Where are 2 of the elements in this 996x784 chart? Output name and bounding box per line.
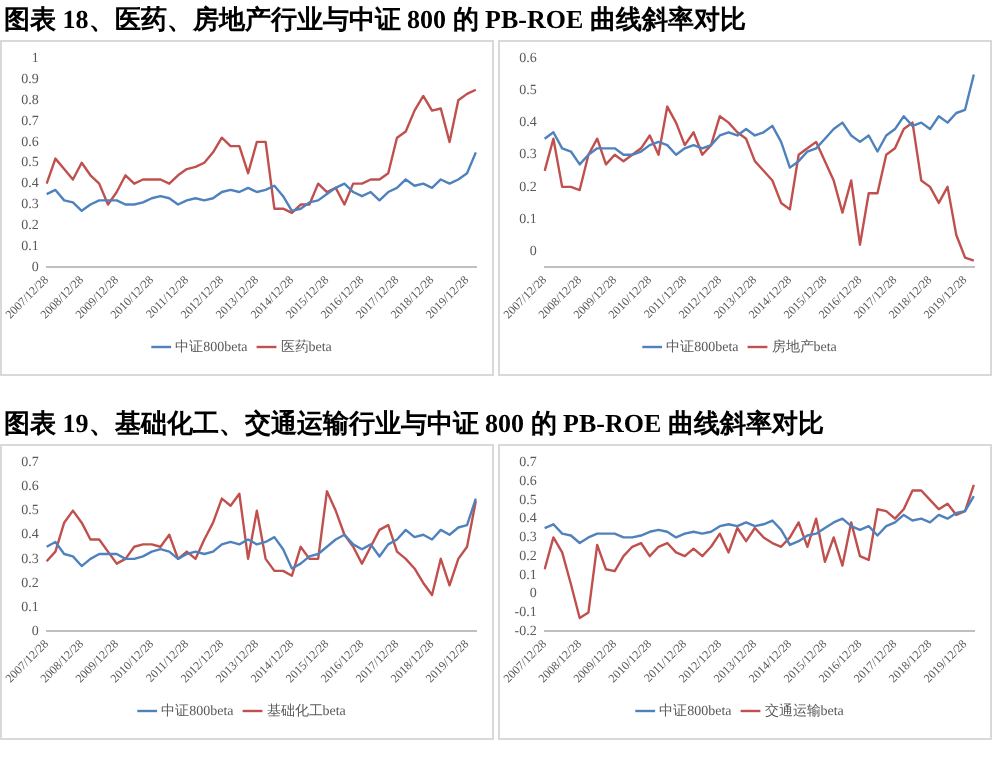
chart-title: 图表 18、医药、房地产行业与中证 800 的 PB-ROE 曲线斜率对比 — [2, 2, 748, 38]
chart-title: 图表 19、基础化工、交通运输行业与中证 800 的 PB-ROE 曲线斜率对比 — [2, 406, 826, 442]
